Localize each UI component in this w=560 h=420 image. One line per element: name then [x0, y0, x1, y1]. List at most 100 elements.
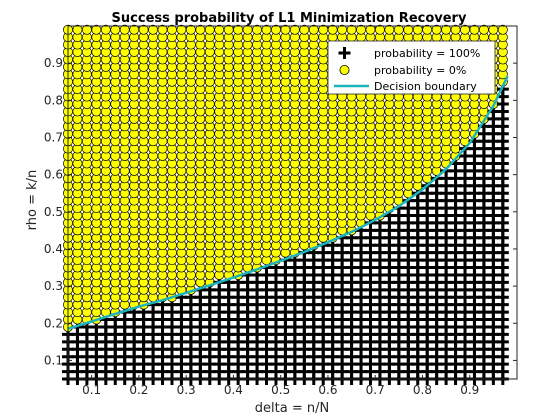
success-marker: [279, 335, 292, 348]
success-marker: [203, 343, 216, 356]
success-marker: [421, 231, 434, 244]
success-marker: [449, 350, 462, 363]
success-marker: [459, 239, 472, 252]
success-marker: [440, 261, 453, 274]
success-marker: [468, 194, 481, 207]
success-marker: [80, 358, 93, 371]
success-marker: [241, 350, 254, 363]
success-marker: [402, 276, 415, 289]
success-marker: [364, 365, 377, 378]
success-marker: [269, 365, 282, 378]
success-marker: [373, 216, 386, 229]
success-marker: [279, 276, 292, 289]
success-marker: [449, 254, 462, 267]
success-marker: [468, 246, 481, 259]
success-marker: [459, 365, 472, 378]
success-marker: [203, 298, 216, 311]
success-marker: [364, 283, 377, 296]
success-marker: [392, 239, 405, 252]
success-marker: [373, 254, 386, 267]
success-marker: [269, 343, 282, 356]
success-marker: [459, 358, 472, 371]
success-marker: [355, 328, 368, 341]
success-marker: [118, 320, 131, 333]
success-marker: [288, 276, 301, 289]
success-marker: [477, 261, 490, 274]
success-marker: [477, 320, 490, 333]
success-marker: [90, 335, 103, 348]
success-marker: [487, 306, 500, 319]
success-marker: [156, 306, 169, 319]
success-marker: [468, 313, 481, 326]
success-marker: [251, 283, 264, 296]
success-marker: [184, 350, 197, 363]
success-marker: [175, 328, 188, 341]
success-marker: [156, 320, 169, 333]
x-tick-label: 0.2: [129, 383, 148, 397]
success-marker: [128, 358, 141, 371]
success-marker: [345, 246, 358, 259]
success-marker: [175, 313, 188, 326]
success-marker: [184, 298, 197, 311]
success-marker: [383, 254, 396, 267]
success-marker: [222, 320, 235, 333]
success-marker: [298, 328, 311, 341]
success-marker: [184, 291, 197, 304]
success-marker: [307, 320, 320, 333]
success-marker: [430, 261, 443, 274]
success-marker: [137, 365, 150, 378]
success-marker: [392, 358, 405, 371]
success-marker: [194, 328, 207, 341]
success-marker: [156, 328, 169, 341]
success-marker: [355, 276, 368, 289]
success-marker: [421, 306, 434, 319]
x-tick-label: 0.3: [177, 383, 196, 397]
success-marker: [307, 283, 320, 296]
success-marker: [440, 224, 453, 237]
success-marker: [402, 313, 415, 326]
success-marker: [326, 298, 339, 311]
success-marker: [345, 276, 358, 289]
success-marker: [241, 328, 254, 341]
success-marker: [440, 164, 453, 177]
success-marker: [288, 291, 301, 304]
y-tick-label: 0.3: [44, 279, 63, 293]
success-marker: [279, 291, 292, 304]
success-marker: [459, 187, 472, 200]
success-marker: [411, 239, 424, 252]
success-marker: [440, 298, 453, 311]
success-marker: [487, 320, 500, 333]
success-marker: [402, 261, 415, 274]
success-marker: [496, 112, 509, 125]
success-marker: [411, 306, 424, 319]
success-marker: [383, 246, 396, 259]
success-marker: [496, 187, 509, 200]
success-marker: [307, 358, 320, 371]
success-marker: [421, 313, 434, 326]
success-marker: [449, 335, 462, 348]
success-marker: [241, 320, 254, 333]
success-marker: [496, 365, 509, 378]
success-marker: [477, 164, 490, 177]
legend: probability = 100% probability = 0% Deci…: [327, 40, 496, 95]
success-marker: [430, 187, 443, 200]
y-axis-label: rho = k/n: [25, 170, 40, 231]
success-marker: [298, 320, 311, 333]
success-marker: [459, 172, 472, 185]
success-marker: [317, 276, 330, 289]
success-marker: [326, 291, 339, 304]
success-marker: [175, 335, 188, 348]
success-marker: [175, 320, 188, 333]
success-marker: [487, 239, 500, 252]
success-marker: [345, 350, 358, 363]
success-marker: [137, 343, 150, 356]
success-marker: [298, 365, 311, 378]
success-marker: [222, 358, 235, 371]
success-marker: [430, 335, 443, 348]
success-marker: [203, 291, 216, 304]
success-marker: [440, 365, 453, 378]
success-marker: [203, 306, 216, 319]
success-marker: [364, 343, 377, 356]
success-marker: [496, 164, 509, 177]
success-marker: [411, 313, 424, 326]
